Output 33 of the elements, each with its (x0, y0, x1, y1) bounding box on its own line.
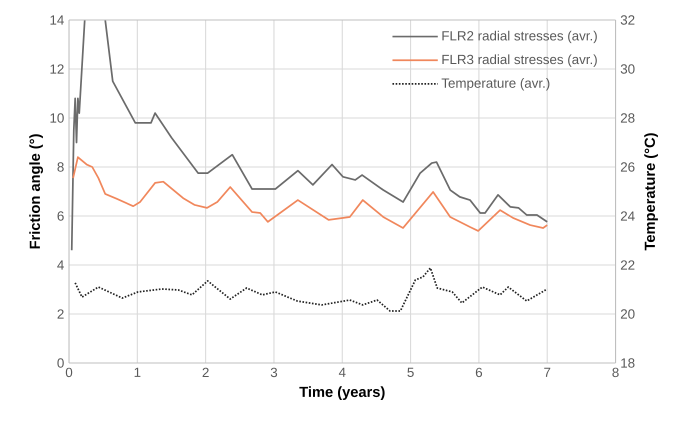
y2-tick-label: 18 (621, 358, 634, 368)
x-tick-label: 3 (270, 368, 278, 378)
y-tick-label: 8 (57, 162, 64, 172)
x-tick-label: 6 (476, 368, 482, 378)
x-tick-label: 8 (612, 368, 619, 378)
y2-tick-label: 28 (620, 113, 634, 123)
y-tick-label: 12 (50, 64, 64, 74)
y-tick-label: 4 (57, 260, 64, 270)
legend-label: FLR3 radial stresses (avr.) (442, 54, 597, 67)
y-tick-label: 14 (50, 15, 64, 25)
x-tick-label: 7 (544, 368, 550, 377)
line-series (74, 267, 548, 312)
y-axis-title: Friction angle (°) (29, 134, 43, 248)
y2-tick-label: 26 (620, 162, 634, 172)
legend-label: Temperature (avr.) (442, 78, 550, 90)
y-tick-label: 0 (57, 358, 64, 368)
y-tick-label: 10 (50, 113, 64, 123)
legend-label: FLR2 radial stresses (avr.) (442, 30, 597, 44)
y-tick-label: 6 (58, 211, 64, 221)
y-tick-label: 2 (58, 309, 64, 319)
y2-tick-label: 22 (620, 260, 634, 270)
x-axis-title: Time (years) (299, 386, 385, 400)
y2-tick-label: 30 (620, 64, 635, 74)
line-series (72, 156, 548, 232)
y2-tick-label: 24 (620, 211, 635, 221)
y2-tick-label: 32 (620, 15, 634, 25)
x-tick-label: 4 (338, 368, 346, 377)
x-tick-label: 2 (202, 368, 209, 378)
x-tick-label: 1 (134, 368, 140, 377)
x-tick-label: 5 (407, 368, 414, 377)
x-tick-label: 0 (66, 368, 72, 378)
y2-tick-label: 20 (620, 309, 635, 319)
y2-axis-title: Temperature (°C) (644, 133, 658, 250)
